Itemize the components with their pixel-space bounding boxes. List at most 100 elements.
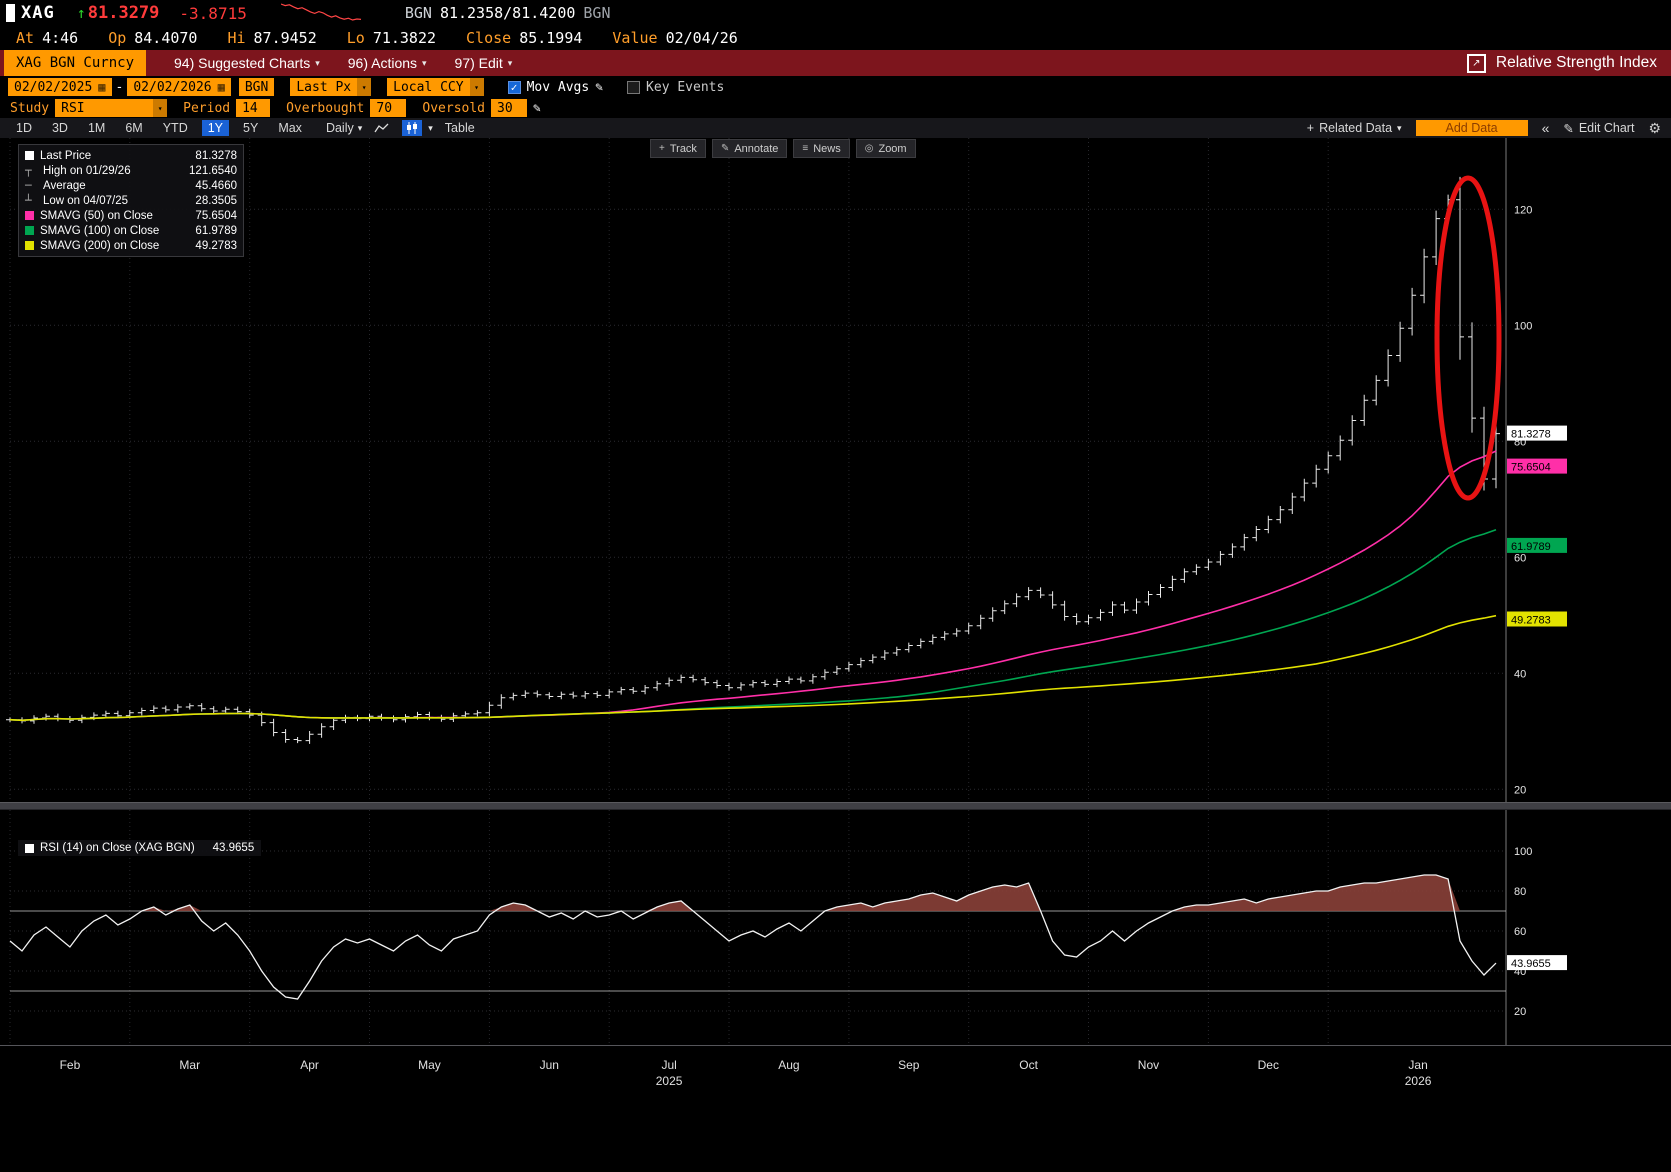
frequency-select[interactable]: Daily ▾ — [325, 121, 363, 135]
table-button[interactable]: Table — [444, 121, 475, 135]
track-icon: + — [659, 143, 665, 154]
legend-row[interactable]: SMAVG (50) on Close 75.6504 — [25, 208, 237, 223]
add-data-button[interactable]: Add Data — [1415, 120, 1528, 136]
header-stats-line: At 4:46 Op 84.4070 Hi 87.9452 Lo 71.3822 Clo… — [0, 26, 1671, 50]
security-field[interactable]: XAG BGN Curncy — [4, 50, 147, 76]
legend-row[interactable]: ─ Average 45.4660 — [25, 178, 237, 193]
edit-chart-button[interactable]: ✎ Edit Chart — [1563, 121, 1635, 136]
chevron-down-icon[interactable]: ▾ — [428, 122, 433, 133]
chart-controls-row: 02/02/2025 ▦ - 02/02/2026 ▦ BGN Last Px ▾ L… — [0, 76, 1671, 98]
chevron-down-icon: ▾ — [315, 57, 320, 68]
menu-suggested-charts[interactable]: 94) Suggested Charts ▾ — [174, 55, 320, 71]
menu-actions[interactable]: 96) Actions ▾ — [347, 55, 427, 71]
price-badge — [1507, 611, 1567, 627]
calendar-icon[interactable]: ▦ — [98, 80, 106, 94]
sparkline-line — [280, 3, 361, 21]
month-label: Sep — [898, 1058, 920, 1072]
function-menubar: XAG BGN Curncy 94) Suggested Charts ▾ 96)… — [0, 50, 1671, 76]
pencil-icon[interactable]: ✎ — [595, 79, 604, 95]
range-6m[interactable]: 6M — [125, 121, 143, 135]
legend-row[interactable]: SMAVG (100) on Close 61.9789 — [25, 223, 237, 238]
rsi-legend[interactable]: RSI (14) on Close (XAG BGN) 43.9655 — [18, 840, 262, 856]
key-events-checkbox[interactable] — [627, 80, 641, 94]
range-toolbar: 1D 3D 1M 6M YTD 1Y 5Y Max Daily ▾ ▾ Table… — [0, 118, 1671, 138]
date-to-field[interactable]: 02/02/2026 ▦ — [127, 78, 231, 96]
chevron-down-icon[interactable]: ▾ — [357, 78, 372, 96]
year-label: 2026 — [1404, 1074, 1432, 1088]
collapse-icon[interactable]: « — [1541, 120, 1550, 136]
smavg-line — [9, 528, 1497, 722]
pencil-icon[interactable]: ✎ — [533, 100, 541, 116]
range-max[interactable]: Max — [278, 121, 302, 135]
price-tick-label: 40 — [1514, 668, 1526, 680]
news-button[interactable]: ≡ News — [793, 139, 850, 158]
source-field[interactable]: BGN — [238, 78, 275, 96]
menu-edit[interactable]: 97) Edit ▾ — [454, 55, 513, 71]
legend-label: SMAVG (50) on Close — [40, 209, 153, 222]
legend-row[interactable]: Last Price 81.3278 — [25, 148, 237, 163]
range-3d[interactable]: 3D — [51, 121, 68, 135]
month-label: Feb — [59, 1058, 81, 1072]
overbought-field[interactable]: 70 — [370, 99, 407, 117]
legend-value: 61.9789 — [195, 224, 237, 237]
legend-value: 121.6540 — [189, 164, 237, 177]
calendar-icon[interactable]: ▦ — [217, 80, 225, 94]
price-badge — [1507, 458, 1567, 474]
period-label: Period — [183, 100, 231, 116]
line-chart-icon[interactable] — [374, 120, 390, 136]
mov-avgs-checkbox[interactable]: ✓ — [507, 80, 521, 94]
annotate-button[interactable]: ✎ Annotate — [711, 139, 788, 158]
month-label: Apr — [300, 1058, 319, 1072]
legend-label: Low on 04/07/25 — [43, 194, 129, 207]
related-data-button[interactable]: + Related Data ▾ — [1306, 121, 1402, 135]
oversold-label: Oversold — [422, 100, 486, 116]
chevron-down-icon[interactable]: ▾ — [153, 99, 168, 117]
month-label: Jan — [1408, 1058, 1428, 1072]
price-badge-label: 75.6504 — [1511, 462, 1551, 474]
gear-icon[interactable]: ⚙ — [1648, 119, 1661, 136]
legend-value: 81.3278 — [195, 149, 237, 162]
price-chart[interactable]: 2040608010012081.327875.650461.978949.27… — [0, 138, 1671, 802]
stat-high: Hi 87.9452 — [227, 29, 317, 47]
date-from-field[interactable]: 02/02/2025 ▦ — [8, 78, 112, 96]
study-field[interactable]: RSI — [55, 99, 154, 117]
legend-row[interactable]: ┬ High on 01/29/26 121.6540 — [25, 163, 237, 178]
price-type-field[interactable]: Last Px — [290, 78, 358, 96]
candlestick-chart-icon[interactable] — [402, 120, 423, 136]
year-label: 2025 — [655, 1074, 683, 1088]
zoom-button[interactable]: ◎ Zoom — [855, 139, 916, 158]
export-icon[interactable]: ↗ — [1466, 53, 1486, 73]
range-ytd[interactable]: YTD — [162, 121, 188, 135]
legend-value: 28.3505 — [195, 194, 237, 207]
stat-low: Lo 71.3822 — [346, 29, 437, 47]
chevron-down-icon: ▾ — [422, 57, 427, 68]
range-1y[interactable]: 1Y — [201, 120, 230, 136]
legend-row[interactable]: SMAVG (200) on Close 49.2783 — [25, 238, 237, 253]
legend-label: Average — [43, 179, 86, 192]
month-label: Aug — [778, 1058, 800, 1072]
period-field[interactable]: 14 — [236, 99, 271, 117]
stat-close: Close 85.1994 — [466, 29, 583, 47]
rsi-tick-label: 20 — [1514, 1006, 1526, 1018]
oversold-field[interactable]: 30 — [491, 99, 528, 117]
rsi-badge — [1507, 955, 1567, 971]
stat-value-date: Value 02/04/26 — [612, 29, 738, 47]
currency-field[interactable]: Local CCY — [387, 78, 470, 96]
track-button[interactable]: + Track — [650, 139, 706, 158]
range-1d[interactable]: 1D — [16, 121, 32, 135]
legend-swatch — [25, 151, 34, 160]
chevron-down-icon[interactable]: ▾ — [469, 78, 484, 96]
chevron-down-icon: ▾ — [507, 57, 513, 68]
legend-row[interactable]: ┴ Low on 04/07/25 28.3505 — [25, 193, 237, 208]
chevron-down-icon: ▾ — [1397, 122, 1402, 133]
smavg-line — [9, 450, 1497, 722]
panel-splitter[interactable] — [0, 802, 1671, 810]
legend-label: Last Price — [40, 149, 92, 162]
month-label: May — [418, 1058, 441, 1072]
range-5y[interactable]: 5Y — [243, 121, 259, 135]
avg-marker-icon: ─ — [25, 179, 32, 192]
range-1m[interactable]: 1M — [87, 121, 106, 135]
study-label: Study — [10, 100, 50, 116]
smavg-line — [9, 614, 1497, 722]
